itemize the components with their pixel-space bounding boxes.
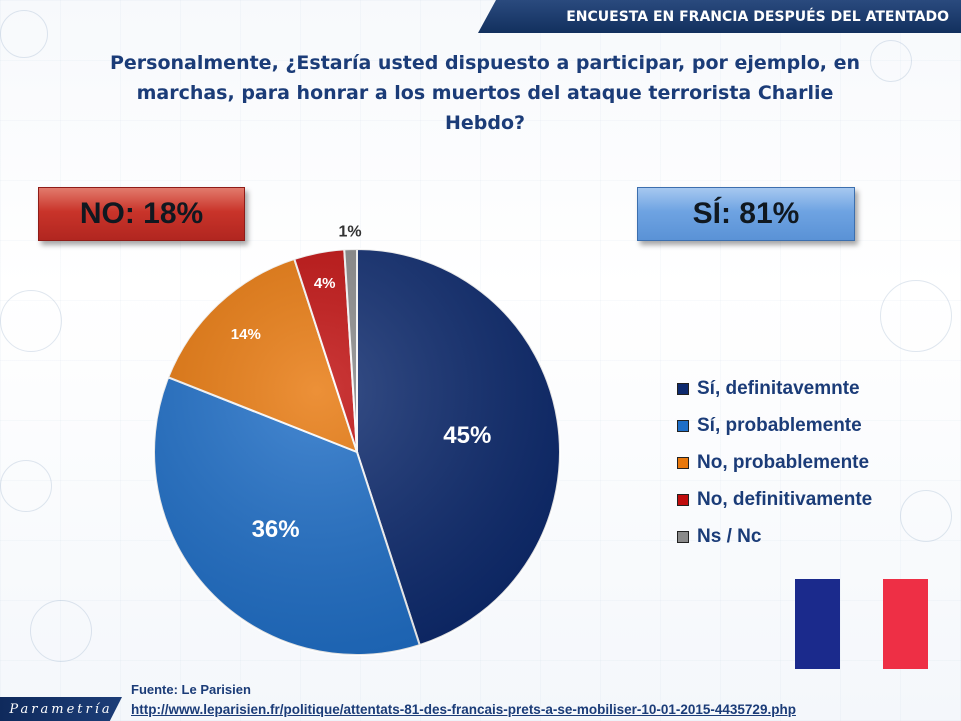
question-line-1: Personalmente, ¿Estaría usted dispuesto … xyxy=(109,52,861,74)
pie-value-label: 4% xyxy=(314,275,336,292)
pie-labels: 45% 36% 14% 4% 1% xyxy=(231,224,492,543)
pie-value-label: 1% xyxy=(338,224,361,241)
legend-swatch xyxy=(677,530,689,543)
no-total-box: NO: 18% xyxy=(38,187,245,241)
french-flag-blue xyxy=(795,579,840,669)
source-url-link[interactable]: http://www.leparisien.fr/politique/atten… xyxy=(131,702,796,717)
legend-swatch xyxy=(677,493,689,506)
survey-question: Personalmente, ¿Estaría usted dispuesto … xyxy=(100,48,870,138)
watermark-circle xyxy=(0,290,62,352)
source-label: Fuente: Le Parisien xyxy=(131,682,251,697)
pie-value-label: 36% xyxy=(252,516,300,543)
watermark-circle xyxy=(0,460,52,512)
legend-label: No, probablemente xyxy=(697,451,870,473)
legend-item: Sí, definitavemnte xyxy=(677,370,872,407)
header-title: ENCUESTA EN FRANCIA DESPUÉS DEL ATENTADO xyxy=(566,8,949,25)
legend-item: No, probablemente xyxy=(677,444,872,481)
french-flag-red xyxy=(883,579,928,669)
pie-value-label: 14% xyxy=(231,326,261,343)
si-total-label: SÍ: 81% xyxy=(692,197,800,230)
pie-slices xyxy=(153,247,561,656)
header-bar: ENCUESTA EN FRANCIA DESPUÉS DEL ATENTADO xyxy=(478,0,961,33)
pie-value-label: 45% xyxy=(443,422,491,449)
si-total-box: SÍ: 81% xyxy=(637,187,855,241)
legend-item: No, definitivamente xyxy=(677,481,872,518)
legend-swatch xyxy=(677,456,689,469)
legend-label: Sí, definitavemnte xyxy=(697,377,860,399)
legend-swatch xyxy=(677,419,689,432)
legend-item: Sí, probablemente xyxy=(677,407,872,444)
parametria-logo: Parametría xyxy=(0,697,122,721)
legend-item: Ns / Nc xyxy=(677,518,872,555)
legend-label: Ns / Nc xyxy=(697,525,762,547)
watermark-circle xyxy=(30,600,92,662)
legend-label: No, definitivamente xyxy=(697,488,873,510)
watermark-circle xyxy=(900,490,952,542)
no-total-label: NO: 18% xyxy=(79,197,204,230)
watermark-circle xyxy=(880,280,952,352)
question-line-2: marchas, para honrar a los muertos del a… xyxy=(136,82,834,134)
watermark-circle xyxy=(870,40,912,82)
legend-label: Sí, probablemente xyxy=(697,414,862,436)
legend: Sí, definitavemnte Sí, probablemente No, p… xyxy=(677,370,872,555)
watermark-circle xyxy=(0,10,48,58)
legend-swatch xyxy=(677,382,689,395)
